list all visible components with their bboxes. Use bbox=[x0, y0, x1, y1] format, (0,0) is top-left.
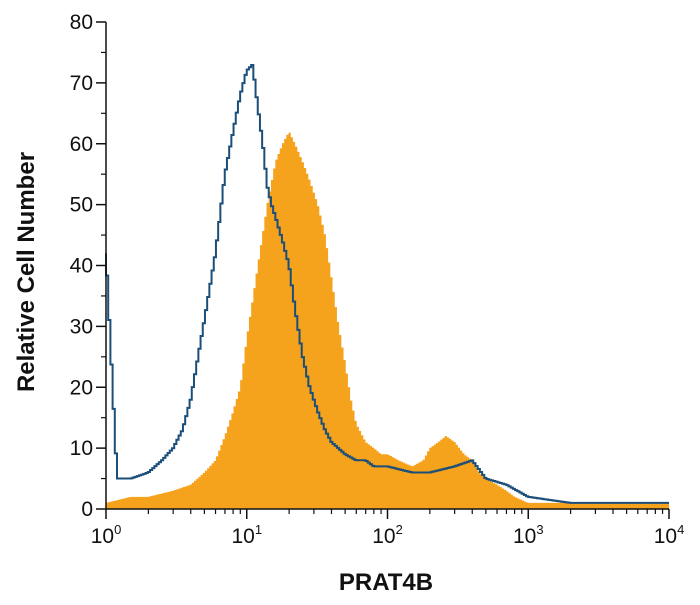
filled-histogram-series bbox=[106, 132, 669, 509]
outline-histogram-series bbox=[105, 63, 669, 504]
axes bbox=[96, 21, 670, 519]
y-tick-label: 80 bbox=[70, 11, 93, 34]
y-tick-label: 10 bbox=[70, 437, 93, 460]
x-tick-label: 100 bbox=[91, 522, 122, 548]
x-tick-label: 102 bbox=[372, 522, 403, 548]
y-tick-label: 60 bbox=[70, 133, 93, 156]
y-axis-title: Relative Cell Number bbox=[13, 152, 40, 392]
x-axis-title: PRAT4B bbox=[339, 569, 433, 596]
y-tick-label: 50 bbox=[70, 194, 93, 217]
x-tick-label: 101 bbox=[231, 522, 262, 548]
y-tick-label: 70 bbox=[70, 72, 93, 95]
y-tick-label: 0 bbox=[81, 498, 93, 521]
y-tick-label: 40 bbox=[70, 255, 93, 278]
y-tick-label: 30 bbox=[70, 315, 93, 338]
x-tick-label: 104 bbox=[654, 522, 685, 548]
plot-area bbox=[105, 63, 669, 509]
y-tick-label: 20 bbox=[70, 376, 93, 399]
x-tick-label: 103 bbox=[513, 522, 544, 548]
